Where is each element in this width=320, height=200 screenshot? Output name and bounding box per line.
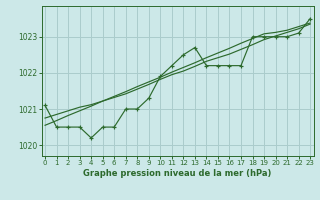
X-axis label: Graphe pression niveau de la mer (hPa): Graphe pression niveau de la mer (hPa) (84, 169, 272, 178)
